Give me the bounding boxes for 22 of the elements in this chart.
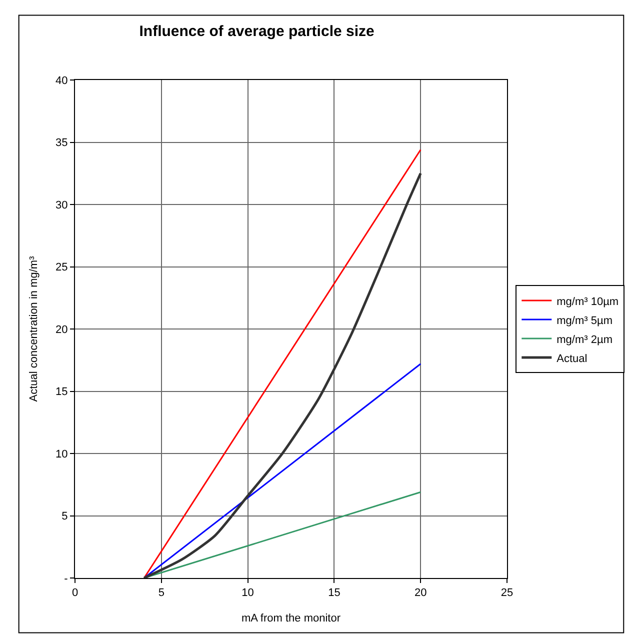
y-tick-label: 15 <box>56 386 68 398</box>
x-tick-label: 15 <box>328 587 340 600</box>
y-tick-label: 25 <box>56 262 68 274</box>
x-tick-label: 10 <box>242 587 254 600</box>
y-tick-label: 35 <box>56 137 68 150</box>
y-tick-label: 20 <box>56 324 68 336</box>
legend-label: mg/m³ 10µm <box>556 296 619 308</box>
y-tick-label: 10 <box>56 448 68 460</box>
y-tick-label: 40 <box>56 74 68 87</box>
x-axis-title: mA from the monitor <box>241 612 341 624</box>
y-tick-label: 30 <box>56 199 68 212</box>
legend-label: Actual <box>556 352 588 365</box>
x-tick-label: 25 <box>500 587 514 600</box>
y-tick-label: - <box>64 572 68 585</box>
chart-title: Influence of average particle size <box>139 23 374 40</box>
y-tick-label: 5 <box>62 510 68 523</box>
x-tick-label: 20 <box>414 587 427 600</box>
x-tick-label: 0 <box>72 587 78 600</box>
x-tick-label: 5 <box>158 587 164 600</box>
y-axis-title: Actual concentration in mg/m³ <box>28 256 40 402</box>
legend-label: mg/m³ 5µm <box>556 314 612 327</box>
legend-label: mg/m³ 2µm <box>556 334 612 346</box>
